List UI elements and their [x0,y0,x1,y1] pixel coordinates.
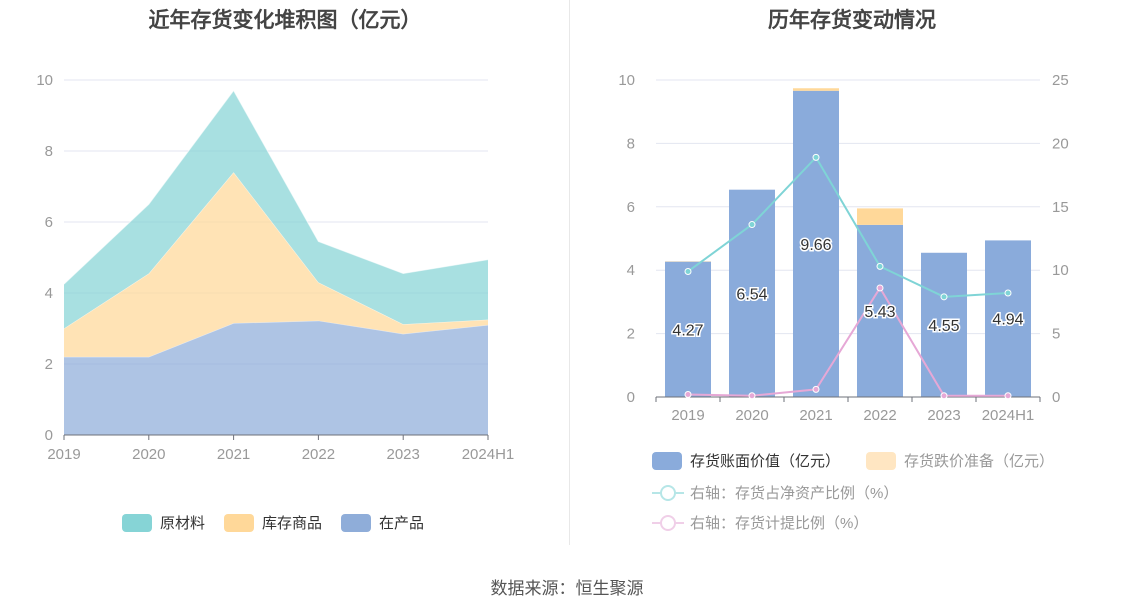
x-tick-label: 2020 [132,446,165,463]
point-line_provision_ratio [812,385,820,393]
y-tick-label: 2 [627,326,635,343]
panel-divider [569,0,570,545]
y2-tick-label: 20 [1052,135,1069,152]
bar-book-value [921,252,967,397]
x-tick-label: 2021 [217,446,250,463]
y-tick-label: 10 [36,72,53,89]
left-chart-title: 近年存货变化堆积图（亿元） [148,9,422,32]
bar-value-label: 4.94 [992,312,1023,329]
point-line_net_assets [940,293,948,301]
legend-swatch-finished-goods [224,513,254,532]
legend-marker-net-assets-ratio [652,484,684,502]
point-line_provision_ratio [876,284,884,292]
x-tick-label: 2023 [927,407,960,424]
point-line_provision_ratio [1004,392,1012,400]
x-tick-label: 2022 [302,446,335,463]
y-tick-label: 4 [627,262,635,279]
legend-item-book-value[interactable]: 存货账面价值（亿元） [652,450,840,471]
legend-swatch-raw-material [122,513,152,532]
bar-book-value [985,240,1031,397]
y-tick-label: 0 [45,427,53,444]
bar-line-combo-chart: 0 2 4 6 8 10 0 5 10 15 20 25 2019 2020 2021 2022 2023 202… [618,72,1069,424]
area-edge-raw_material [63,89,489,285]
legend-item-provision-ratio[interactable]: 右轴：存货计提比例（%） [652,512,868,533]
legend-label-net-assets-ratio: 右轴：存货占净资产比例（%） [690,485,899,502]
bar-book-value [793,90,839,397]
legend-label-book-value: 存货账面价值（亿元） [690,453,841,470]
point-line_net_assets [1004,289,1012,297]
legend-item-raw-material[interactable]: 原材料 [122,512,205,533]
y-tick-label: 8 [627,135,635,152]
legend-label-provision: 存货跌价准备（亿元） [904,453,1055,470]
area-finished_goods [64,172,488,357]
bar-value-label: 6.54 [736,286,767,303]
x-tick-label: 2022 [863,407,896,424]
line-line_net_assets [687,155,1009,298]
bar-value-label-halo: 4.94 [992,312,1023,329]
bar-value-label: 4.27 [672,322,703,339]
y-tick-label: 2 [45,356,53,373]
bar-value-label: 4.55 [928,318,959,335]
x-tick-label: 2024H1 [462,446,515,463]
x-tick-label: 2023 [387,446,420,463]
point-line_provision_ratio [940,392,948,400]
bar-value-label-halo: 9.66 [800,237,831,254]
bar-value-label: 9.66 [800,237,831,254]
bar-value-label-halo: 4.55 [928,318,959,335]
bar-provision [857,208,903,225]
legend-marker-provision-ratio [652,514,684,532]
bar-value-label: 5.43 [864,304,895,321]
x-tick-label: 2024H1 [982,407,1035,424]
legend-label-finished-goods: 库存商品 [262,515,323,532]
right-chart-title: 历年存货变动情况 [768,9,936,32]
bar-value-label-halo: 6.54 [736,286,767,303]
legend-item-finished-goods[interactable]: 库存商品 [224,512,322,533]
y-tick-label: 10 [618,72,635,89]
legend-item-wip[interactable]: 在产品 [341,512,424,533]
legend-item-provision[interactable]: 存货跌价准备（亿元） [866,450,1054,471]
y-tick-label: 0 [627,389,635,406]
y2-tick-label: 0 [1052,389,1060,406]
y2-tick-label: 25 [1052,72,1069,89]
point-line_net_assets [684,267,692,275]
legend-swatch-provision [866,451,896,470]
y2-tick-label: 10 [1052,262,1069,279]
legend-label-wip: 在产品 [379,515,425,532]
stacked-area-chart: 0 2 4 6 8 10 2019 2020 2021 2022 2023 2024H1 [36,72,515,463]
point-line_provision_ratio [684,390,692,398]
point-line_net_assets [876,262,884,270]
legend-label-raw-material: 原材料 [160,515,206,532]
y-tick-label: 8 [45,143,53,160]
x-tick-label: 2019 [671,407,704,424]
data-source-footer: 数据来源：恒生聚源 [490,579,644,598]
legend-swatch-book-value [652,451,682,470]
legend-label-provision-ratio: 右轴：存货计提比例（%） [690,515,869,532]
legend-swatch-wip [341,513,371,532]
area-raw_material [64,90,488,329]
bar-provision [793,88,839,91]
y2-tick-label: 5 [1052,326,1060,343]
point-line_provision_ratio [748,392,756,400]
point-line_net_assets [748,221,756,229]
bar-value-label-halo: 5.43 [864,304,895,321]
bar-value-label-halo: 4.27 [672,322,703,339]
x-tick-label: 2021 [799,407,832,424]
y-tick-label: 6 [45,214,53,231]
y-tick-label: 6 [627,199,635,216]
bar-book-value [665,261,711,397]
y2-tick-label: 15 [1052,199,1069,216]
y-tick-label: 4 [45,285,53,302]
point-line_net_assets [812,153,820,161]
area-wip [64,320,488,435]
line-line_provision_ratio [687,286,1008,397]
x-tick-label: 2020 [735,407,768,424]
x-tick-label: 2019 [47,446,80,463]
legend-item-net-assets-ratio[interactable]: 右轴：存货占净资产比例（%） [652,482,898,503]
